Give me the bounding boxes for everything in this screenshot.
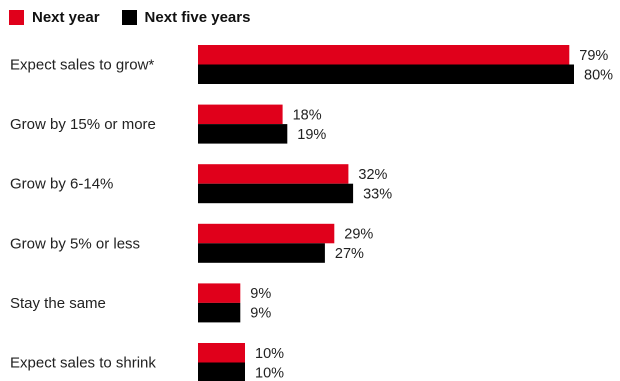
value-label-next-five-years-stay-the-same: 9% — [250, 306, 271, 322]
value-label-next-year-grow-by-5-or-less: 29% — [344, 227, 373, 243]
value-label-next-five-years-expect-sales-to-grow: 80% — [584, 67, 613, 83]
category-label-grow-by-15-or-more: Grow by 15% or more — [10, 116, 156, 133]
category-label-stay-the-same: Stay the same — [10, 295, 106, 312]
bar-next-five-years-stay-the-same — [198, 302, 241, 323]
value-label-next-year-stay-the-same: 9% — [250, 286, 271, 302]
legend: Next year Next five years — [9, 8, 272, 26]
bar-next-year-expect-sales-to-shrink — [198, 343, 245, 363]
legend-swatch-next-year — [9, 9, 24, 25]
value-label-next-year-grow-by-6-14: 32% — [358, 167, 387, 183]
bar-next-year-grow-by-15-or-more — [198, 104, 283, 125]
bar-next-five-years-grow-by-5-or-less — [198, 243, 325, 263]
value-label-next-five-years-grow-by-6-14: 33% — [363, 186, 392, 202]
category-label-expect-sales-to-grow: Expect sales to grow* — [10, 57, 154, 74]
value-label-next-year-grow-by-15-or-more: 18% — [293, 107, 322, 123]
value-label-next-five-years-grow-by-5-or-less: 27% — [335, 246, 364, 262]
value-label-next-year-expect-sales-to-grow: 79% — [579, 48, 608, 64]
bar-next-five-years-grow-by-6-14 — [198, 183, 354, 204]
bar-next-year-stay-the-same — [198, 283, 241, 303]
bar-next-year-expect-sales-to-grow — [198, 45, 570, 65]
legend-label-next-year: Next year — [32, 8, 100, 26]
category-label-expect-sales-to-shrink: Expect sales to shrink — [10, 355, 156, 372]
legend-item-next-five-years: Next five years — [121, 8, 251, 26]
bar-next-five-years-expect-sales-to-grow — [198, 64, 574, 84]
bar-next-five-years-grow-by-15-or-more — [198, 124, 288, 144]
legend-item-next-year: Next year — [9, 9, 100, 26]
legend-label-next-five-years: Next five years — [144, 8, 251, 26]
legend-swatch-next-five-years — [121, 9, 137, 25]
bar-next-five-years-expect-sales-to-shrink — [198, 362, 245, 381]
bar-next-year-grow-by-6-14 — [198, 164, 349, 184]
category-label-grow-by-5-or-less: Grow by 5% or less — [10, 235, 140, 252]
value-label-next-five-years-expect-sales-to-shrink: 10% — [255, 365, 284, 381]
value-label-next-five-years-grow-by-15-or-more: 19% — [297, 127, 326, 143]
value-label-next-year-expect-sales-to-shrink: 10% — [255, 346, 284, 362]
category-label-grow-by-6-14: Grow by 6-14% — [10, 176, 113, 193]
bar-next-year-grow-by-5-or-less — [198, 223, 335, 244]
